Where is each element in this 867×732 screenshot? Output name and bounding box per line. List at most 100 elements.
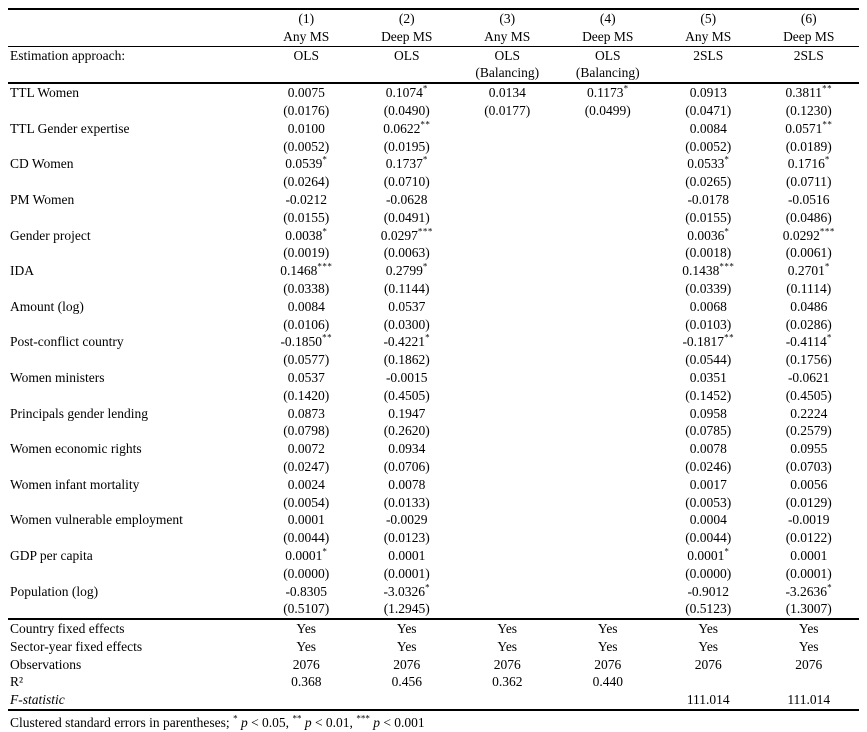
empty-label-cell xyxy=(8,138,256,156)
empty-label-cell xyxy=(8,565,256,583)
coefficient-cell: 0.0056 xyxy=(790,476,828,492)
coefficient-cell xyxy=(558,369,659,387)
std-error-cell: (0.0544) xyxy=(685,352,732,368)
std-error-cell xyxy=(457,600,558,619)
std-error-cell: (0.0000) xyxy=(283,565,330,581)
coefficient-cell: 0.1074* xyxy=(385,83,428,101)
std-error-cell: (0.0710) xyxy=(383,174,430,190)
std-error-cell: (0.0785) xyxy=(685,423,732,439)
std-error-row: (0.0106) (0.0300) (0.0103) (0.0286) xyxy=(8,316,859,334)
variable-label: Principals gender lending xyxy=(10,405,148,421)
estimation-approach: 2SLS xyxy=(693,47,724,63)
coefficient-cell: 0.0134 xyxy=(488,85,526,101)
coefficient-cell: 0.0072 xyxy=(287,441,325,457)
coefficient-cell: 0.0486 xyxy=(790,298,828,314)
estimation-approach: OLS xyxy=(293,47,319,63)
coefficient-cell: 0.0001* xyxy=(687,546,730,563)
std-error-cell: (0.0286) xyxy=(785,316,832,332)
summary-value: 2076 xyxy=(292,656,320,672)
std-error-row: (0.0247) (0.0706) (0.0246) (0.0703) xyxy=(8,458,859,476)
std-error-cell: (0.0338) xyxy=(283,280,330,296)
coefficient-cell: 0.0068 xyxy=(689,298,727,314)
std-error-cell: (0.0044) xyxy=(283,530,330,546)
std-error-cell xyxy=(457,565,558,583)
std-error-cell: (0.2620) xyxy=(383,423,430,439)
std-error-cell: (0.0247) xyxy=(283,458,330,474)
coefficient-cell: 0.0537 xyxy=(287,369,325,385)
summary-row: Sector-year fixed effects Yes Yes Yes Yes Yes… xyxy=(8,638,859,656)
std-error-cell xyxy=(457,387,558,405)
std-error-row: (0.0000) (0.0001) (0.0000) (0.0001) xyxy=(8,565,859,583)
estimation-approach-row: Estimation approach: OLS OLS OLS OLS 2SLS 2SLS xyxy=(8,46,859,64)
std-error-row: (0.0577) (0.1862) (0.0544) (0.1756) xyxy=(8,351,859,369)
coefficient-cell xyxy=(558,440,659,458)
column-number: (1) xyxy=(298,11,315,26)
std-error-cell xyxy=(558,458,659,476)
std-error-cell xyxy=(558,529,659,547)
summary-value: 2076 xyxy=(493,656,521,672)
std-error-cell: (0.0019) xyxy=(283,245,330,261)
std-error-cell xyxy=(558,600,659,619)
std-error-cell: (0.4505) xyxy=(383,387,430,403)
coefficient-cell: 0.0955 xyxy=(790,441,828,457)
std-error-cell xyxy=(558,422,659,440)
column-number: (6) xyxy=(800,11,817,26)
std-error-cell: (0.1230) xyxy=(785,102,832,118)
coefficient-cell: 0.0075 xyxy=(287,85,325,101)
estimation-approach-note xyxy=(758,64,859,85)
summary-value: Yes xyxy=(256,618,357,638)
coefficient-cell: -0.0029 xyxy=(385,512,428,528)
summary-value: 111.014 xyxy=(658,691,759,712)
coefficient-cell: -0.4114* xyxy=(785,333,832,350)
column-number: (2) xyxy=(398,11,415,26)
coefficient-cell: 0.0024 xyxy=(287,476,325,492)
empty-label-cell xyxy=(8,600,256,619)
std-error-cell: (0.0129) xyxy=(785,494,832,510)
std-error-cell xyxy=(457,529,558,547)
corner-cell xyxy=(8,64,256,85)
std-error-cell: (0.0122) xyxy=(785,530,832,546)
coefficient-row: TTL Women 0.0075 0.1074* 0.0134 0.1173* 0.091… xyxy=(8,83,859,102)
coefficient-cell: 0.0934 xyxy=(388,441,426,457)
coefficient-cell xyxy=(558,120,659,138)
coefficient-cell xyxy=(457,476,558,494)
coefficient-cell: 0.0539* xyxy=(285,155,328,172)
std-error-cell: (0.0018) xyxy=(685,245,732,261)
variable-label: PM Women xyxy=(10,191,75,207)
std-error-cell: (0.0711) xyxy=(785,174,832,190)
std-error-cell: (0.0054) xyxy=(283,494,330,510)
coefficient-row: Post-conflict country -0.1850** -0.4221* -0… xyxy=(8,333,859,351)
column-number-row: (1) (2) (3) (4) (5) (6) xyxy=(8,9,859,28)
coefficient-cell: 0.2224 xyxy=(790,405,828,421)
coefficient-cell: 0.0084 xyxy=(287,298,325,314)
std-error-cell: (0.0044) xyxy=(685,530,732,546)
coefficient-cell xyxy=(558,547,659,565)
coefficient-cell: 0.0571** xyxy=(785,119,833,136)
summary-value: Yes xyxy=(798,638,819,654)
summary-value xyxy=(658,673,759,691)
std-error-cell: (1.3007) xyxy=(785,601,832,617)
std-error-cell xyxy=(457,494,558,512)
summary-value: Yes xyxy=(356,618,457,638)
std-error-cell: (0.0001) xyxy=(785,565,832,581)
coefficient-cell: 0.0078 xyxy=(689,441,727,457)
std-error-cell: (0.1114) xyxy=(786,280,832,296)
coefficient-cell: 0.0873 xyxy=(287,405,325,421)
std-error-cell: (0.0177) xyxy=(484,102,531,118)
coefficient-cell: 0.1947 xyxy=(388,405,426,421)
summary-row: R² 0.368 0.456 0.362 0.440 xyxy=(8,673,859,691)
variable-label: Post-conflict country xyxy=(10,334,124,350)
coefficient-cell xyxy=(558,227,659,245)
coefficient-cell: 0.0958 xyxy=(689,405,727,421)
empty-label-cell xyxy=(8,173,256,191)
std-error-cell xyxy=(457,173,558,191)
summary-value: 0.368 xyxy=(291,674,322,690)
coefficient-cell: 0.0038* xyxy=(285,226,328,243)
coefficient-cell xyxy=(558,476,659,494)
column-sample-row: Any MS Deep MS Any MS Deep MS Any MS Deep MS xyxy=(8,27,859,47)
std-error-row: (0.5107) (1.2945) (0.5123) (1.3007) xyxy=(8,600,859,619)
std-error-cell xyxy=(558,351,659,369)
coefficient-cell: 0.0297*** xyxy=(380,226,433,243)
std-error-cell: (0.0176) xyxy=(283,102,330,118)
std-error-cell: (0.0339) xyxy=(685,280,732,296)
